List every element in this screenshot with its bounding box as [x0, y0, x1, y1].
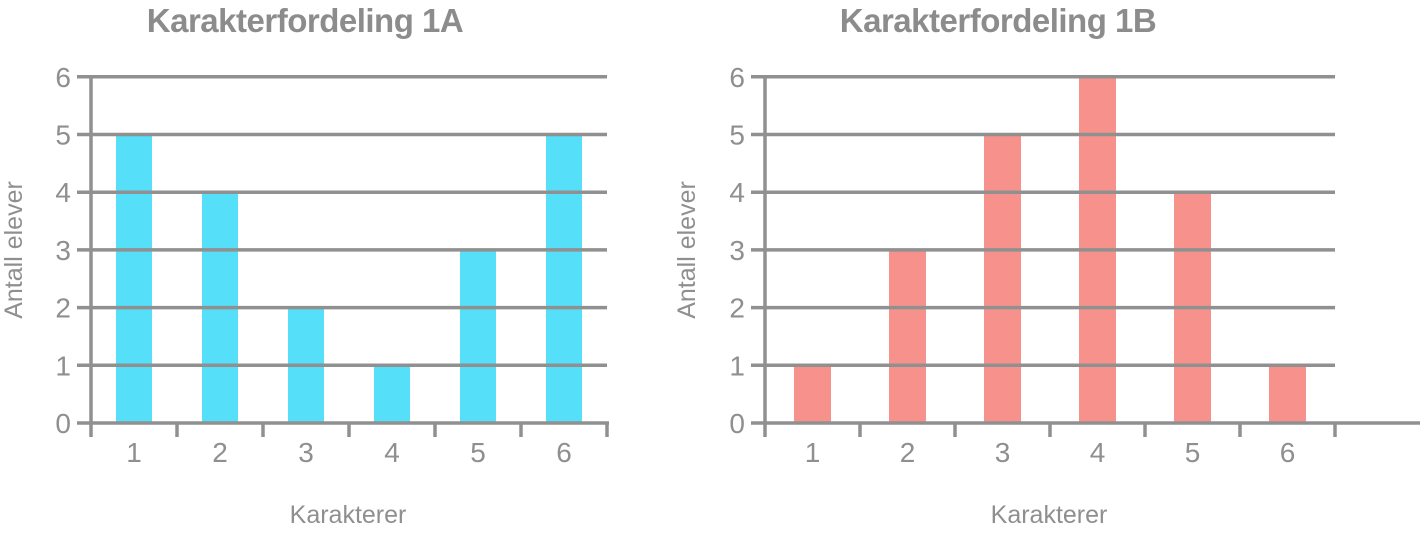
y-tick-label-0: 0: [729, 408, 745, 439]
bar-category-5: [460, 249, 496, 423]
bar-category-6: [546, 134, 582, 423]
bar-category-1: [794, 365, 831, 423]
y-tick-label-1: 1: [55, 350, 71, 381]
x-tick-label-5: 5: [470, 437, 486, 468]
bar-category-2: [889, 249, 926, 423]
y-tick-label-5: 5: [729, 120, 745, 151]
y-tick-label-3: 3: [729, 235, 745, 266]
x-axis-label: Karakterer: [991, 501, 1108, 529]
x-tick-label-4: 4: [1090, 437, 1106, 468]
y-tick-label-4: 4: [55, 177, 71, 208]
y-tick-label-2: 2: [729, 293, 745, 324]
x-tick-label-2: 2: [212, 437, 228, 468]
x-tick-label-5: 5: [1185, 437, 1201, 468]
x-tick-label-1: 1: [126, 437, 142, 468]
bar-category-6: [1269, 365, 1306, 423]
y-tick-label-1: 1: [729, 350, 745, 381]
bar-category-4: [374, 365, 410, 423]
y-tick-label-5: 5: [55, 120, 71, 151]
x-tick-label-2: 2: [900, 437, 916, 468]
x-tick-label-1: 1: [805, 437, 821, 468]
y-tick-label-6: 6: [729, 62, 745, 93]
chart-karakterfordeling-1a: 0 1 2 3 4 5 6 1 2 3 4 5 6 Karakterfordeling 1A Antall …: [0, 2, 609, 529]
bar-category-3: [984, 134, 1021, 423]
x-tick-label-6: 6: [1280, 437, 1296, 468]
y-tick-label-0: 0: [55, 408, 71, 439]
chart-title: Karakterfordeling 1B: [840, 2, 1156, 39]
x-axis-label: Karakterer: [290, 501, 407, 529]
y-tick-label-3: 3: [55, 235, 71, 266]
bar-category-1: [116, 134, 152, 423]
y-axis-label: Antall elever: [673, 181, 701, 319]
y-tick-label-6: 6: [55, 62, 71, 93]
x-tick-label-4: 4: [384, 437, 400, 468]
x-tick-label-6: 6: [556, 437, 572, 468]
chart-karakterfordeling-1b: 0 1 2 3 4 5 6 1 2 3 4 5 6 Karakterfordeling 1B Antall …: [673, 2, 1420, 529]
y-tick-label-2: 2: [55, 293, 71, 324]
y-axis-label: Antall elever: [0, 181, 28, 319]
x-tick-label-3: 3: [298, 437, 314, 468]
chart-title: Karakterfordeling 1A: [147, 2, 463, 39]
y-tick-label-4: 4: [729, 177, 745, 208]
x-tick-label-3: 3: [995, 437, 1011, 468]
